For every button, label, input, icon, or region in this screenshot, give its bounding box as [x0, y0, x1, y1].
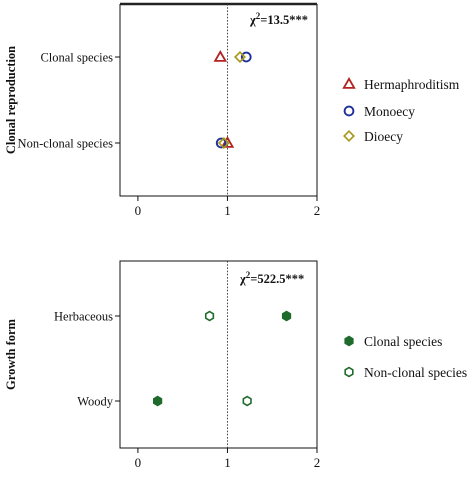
panel-1-point-dioecy-non-clonal-species: [217, 136, 230, 150]
panel-2-x-tick-label-2: 2: [314, 455, 321, 470]
panel-1-point-monoecy-clonal-species: [240, 51, 252, 63]
panel-1-legend-label-hermaphroditism: Hermaphroditism: [364, 77, 460, 92]
panel-1-legend-label-dioecy: Dioecy: [364, 129, 403, 144]
panel-1-legend-marker-hermaphroditism: [342, 76, 356, 89]
panel-1-point-hermaphroditism-clonal-species: [213, 49, 228, 62]
panel-2-point-clonal-species-herbaceous: [281, 310, 292, 322]
panel-2-legend-label-non-clonal-species: Non-clonal species: [364, 365, 467, 380]
panel-2-legend-marker-non-clonal-species: [344, 366, 354, 378]
panel-1-category-label-non-clonal-species: Non-clonal species: [18, 137, 114, 151]
panel-1-frame: [119, 4, 318, 197]
panel-1-legend-label-monoecy: Monoecy: [364, 104, 415, 119]
panel-1-x-tick-label-0: 0: [135, 203, 142, 218]
panel-1-legend-marker-monoecy: [343, 105, 355, 117]
panel-2-category-label-herbaceous: Herbaceous: [54, 310, 113, 324]
panel-2-y-axis-title: Growth form: [4, 318, 18, 390]
panel-2-category-label-woody: Woody: [77, 395, 114, 409]
panel-2-frame: [119, 260, 318, 449]
panel-2-legend-marker-clonal-species: [344, 335, 354, 347]
panel-2-legend-label-clonal-species: Clonal species: [364, 334, 442, 349]
panel-1-x-tick-label-1: 1: [224, 203, 231, 218]
panel-1-stat-annotation: χ2=13.5***: [249, 11, 308, 27]
panel-2-x-tick-label-1: 1: [224, 455, 231, 470]
panel-2-point-clonal-species-woody: [153, 395, 163, 407]
panel-1-point-monoecy-non-clonal-species: [215, 137, 227, 149]
panel-2-point-non-clonal-species-herbaceous: [204, 310, 215, 322]
panel-2-point-non-clonal-species-woody: [242, 395, 252, 407]
panel-1-legend-marker-dioecy: [342, 129, 356, 143]
panel-1-point-dioecy-clonal-species: [233, 50, 246, 64]
panel-1-x-tick-label-2: 2: [314, 203, 321, 218]
panel-2-stat-annotation: χ2=522.5***: [239, 270, 304, 286]
panel-1-y-axis-title: Clonal reproduction: [4, 46, 18, 154]
panel-2-x-tick-label-0: 0: [135, 455, 142, 470]
panel-1-category-label-clonal-species: Clonal species: [40, 51, 113, 65]
